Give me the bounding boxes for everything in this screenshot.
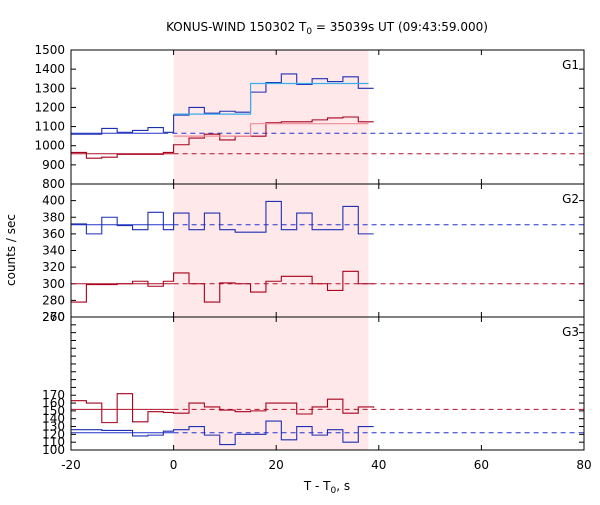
- panel-g1-label: G1: [562, 58, 579, 72]
- xtick-label: 60: [474, 458, 489, 472]
- panel-g3-ytick-label: 120: [42, 427, 65, 441]
- panel-g3-ytick-label: 100: [42, 443, 65, 457]
- panel-g1-ytick-label: 1500: [34, 43, 65, 57]
- panel-g3-series-blue: [71, 420, 374, 446]
- panel-g1-ytick-label: 1100: [34, 120, 65, 134]
- panel-g2-ytick-label: 300: [42, 277, 65, 291]
- panel-g3-label: G3: [562, 325, 579, 339]
- chart-title: KONUS-WIND 150302 T0 = 35039s UT (09:43:…: [166, 20, 488, 37]
- frame-layer: [70, 49, 585, 451]
- xtick-label: 0: [170, 458, 178, 472]
- panel-g1-series-red_fit: [173, 123, 369, 137]
- panel-g2-ytick-label: 360: [42, 227, 65, 241]
- x-axis-title: T - T0, s: [303, 479, 350, 496]
- panel-g1-series-blue: [71, 73, 374, 135]
- y-axis-title: counts / sec: [4, 214, 18, 286]
- panel-g2-ytick-label: 400: [42, 194, 65, 208]
- panel-g1-ytick-label: 1300: [34, 81, 65, 95]
- panel-g2-ytick-label: 320: [42, 260, 65, 274]
- panel-g1-ytick-label: 1000: [34, 139, 65, 153]
- panel-g1-highlight-band: [173, 50, 369, 184]
- panel-g2-ytick-label: 280: [42, 293, 65, 307]
- highlight-layer: [173, 50, 369, 450]
- panel-g2-label: G2: [562, 192, 579, 206]
- panel-g3-ytick-label: 160: [42, 396, 65, 410]
- panel-g3-highlight-band: [173, 317, 369, 450]
- panel-g3-ytick-label: 140: [42, 412, 65, 426]
- panel-g3-frame: [70, 316, 585, 451]
- panel-g3-ytick-label: 170: [42, 388, 65, 402]
- panel-g1-series-red: [71, 116, 374, 159]
- panel-g1-ytick-label: 1200: [34, 100, 65, 114]
- text-layer: KONUS-WIND 150302 T0 = 35039s UT (09:43:…: [4, 20, 592, 496]
- panel-g2-ytick-label: 260: [42, 310, 65, 324]
- panel-g2-series-red: [71, 270, 374, 303]
- panel-g2-ytick-label: 380: [42, 210, 65, 224]
- panel-g1-series-blue_fit: [173, 82, 369, 115]
- xtick-label: 80: [576, 458, 591, 472]
- panel-g2-series-blue: [71, 200, 374, 235]
- xtick-label: 40: [371, 458, 386, 472]
- xtick-label: -20: [61, 458, 81, 472]
- panel-g3-series-red: [71, 393, 375, 424]
- series-layer: [71, 73, 584, 446]
- panel-g2-ytick-label: 340: [42, 244, 65, 258]
- panel-g1-ytick-label: 1400: [34, 62, 65, 76]
- panel-g3-ytick-label: 270: [42, 310, 65, 324]
- panel-g3-ytick-label: 130: [42, 420, 65, 434]
- panel-g1-ytick-label: 800: [42, 177, 65, 191]
- panel-g3-ytick-label: 110: [42, 435, 65, 449]
- panel-g2-highlight-band: [173, 184, 369, 317]
- panel-g3-ytick-label: 150: [42, 404, 65, 418]
- xtick-label: 20: [269, 458, 284, 472]
- panel-g1-ytick-label: 900: [42, 158, 65, 172]
